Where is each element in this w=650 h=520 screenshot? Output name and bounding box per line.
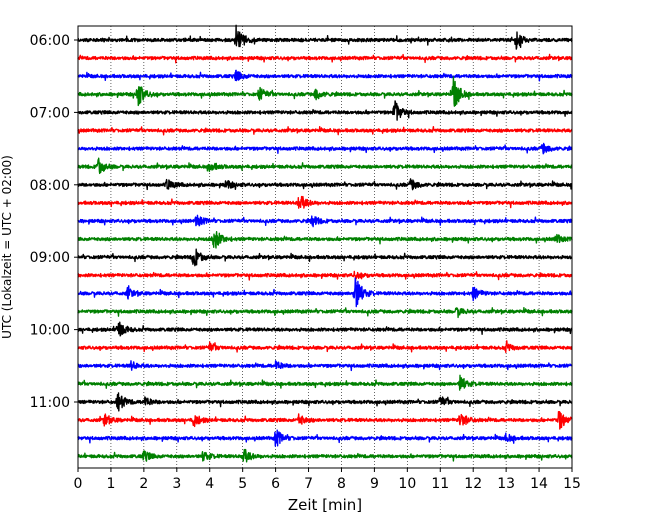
x-tick-label: 1 (106, 476, 115, 492)
x-tick-label: 14 (530, 476, 548, 492)
trace-0745 (77, 157, 573, 175)
trace-0915 (77, 270, 573, 281)
trace-0615 (77, 53, 573, 64)
trace-1100 (77, 392, 573, 412)
trace-0815 (77, 195, 573, 209)
x-tick-label: 0 (74, 476, 83, 492)
trace-1045 (77, 374, 573, 391)
trace-0700 (77, 100, 573, 121)
trace-1030 (77, 360, 573, 372)
x-tick-label: 12 (464, 476, 482, 492)
y-tick-label: 09:00 (30, 250, 70, 266)
y-tick-label: 06:00 (30, 33, 70, 49)
x-tick-label: 4 (205, 476, 214, 492)
seismic-traces (77, 24, 573, 463)
trace-0600 (77, 24, 573, 50)
x-tick-label: 8 (337, 476, 346, 492)
y-tick-label: 11:00 (30, 395, 70, 411)
trace-1115 (77, 410, 573, 430)
x-tick-label: 10 (398, 476, 416, 492)
x-tick-label: 13 (497, 476, 515, 492)
y-axis-ticks: 06:00 07:00 08:00 09:00 10:00 11:00 (30, 33, 78, 411)
x-tick-label: 3 (172, 476, 181, 492)
trace-0930 (77, 277, 573, 308)
x-tick-label: 2 (139, 476, 148, 492)
trace-0730 (77, 142, 573, 155)
x-tick-label: 5 (238, 476, 247, 492)
x-tick-label: 9 (370, 476, 379, 492)
trace-1145 (77, 448, 573, 463)
plot-frame (77, 25, 573, 469)
trace-1015 (77, 340, 573, 354)
y-tick-label: 08:00 (30, 178, 70, 194)
x-tick-label: 15 (563, 476, 581, 492)
x-axis-ticks: 0 1 2 3 4 5 6 7 8 9 10 11 12 13 14 15 (74, 468, 581, 492)
trace-0945 (77, 307, 573, 319)
trace-0715 (77, 125, 573, 136)
y-tick-label: 10:00 (30, 323, 70, 339)
trace-0630 (77, 69, 573, 82)
x-axis-label: Zeit [min] (288, 496, 362, 514)
trace-0830 (77, 214, 573, 228)
x-tick-label: 6 (271, 476, 280, 492)
trace-1000 (77, 321, 573, 337)
y-axis-label: UTC (Lokalzeit = UTC + 02:00) (0, 155, 14, 339)
trace-0645 (77, 76, 573, 107)
x-tick-label: 11 (431, 476, 449, 492)
trace-1130 (77, 429, 573, 447)
trace-0900 (77, 248, 573, 267)
x-tick-label: 7 (304, 476, 313, 492)
trace-0800 (77, 178, 573, 191)
y-tick-label: 07:00 (30, 105, 70, 121)
trace-0845 (77, 231, 573, 249)
